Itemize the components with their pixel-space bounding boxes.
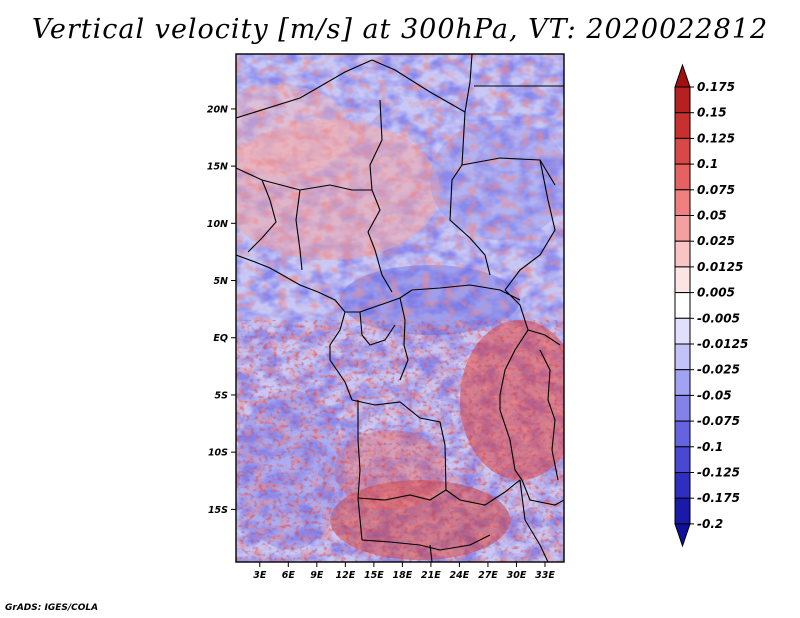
lon-label: 18E [393, 570, 413, 581]
lon-label: 21E [421, 570, 441, 581]
colorbar-label: 0.175 [697, 80, 735, 94]
colorbar-label: -0.075 [697, 414, 740, 428]
colorbar-label: -0.025 [697, 363, 740, 377]
lat-label: 5N [213, 276, 228, 287]
colorbar-swatch [674, 472, 691, 499]
colorbar-label: 0.0125 [697, 260, 743, 274]
colorbar-swatch [674, 215, 691, 242]
colorbar-label: 0.005 [697, 286, 735, 300]
lat-label: 5S [215, 390, 229, 401]
colorbar-label: 0.075 [697, 183, 735, 197]
lon-label: 24E [450, 570, 470, 581]
colorbar-label: 0.125 [697, 131, 735, 145]
colorbar-label: 0.025 [697, 234, 735, 248]
colorbar-label: -0.05 [697, 388, 732, 402]
colorbar-swatch [674, 137, 691, 165]
lat-label: 15N [207, 162, 228, 173]
colorbar-swatch [674, 420, 691, 448]
colorbar-label: -0.0125 [697, 337, 748, 351]
lon-label: 27E [478, 570, 498, 581]
latitude-axis: 20N 15N 10N 5N EQ 5S 10S 15S [207, 104, 236, 516]
colorbar-swatch [674, 446, 691, 473]
colorbar-swatch [674, 112, 691, 139]
lon-label: 12E [335, 570, 355, 581]
colorbar-swatch [674, 163, 691, 191]
colorbar-swatch [674, 189, 691, 217]
colorbar-label: -0.2 [697, 517, 723, 531]
map-frame [235, 53, 565, 563]
colorbar-label: -0.005 [697, 311, 740, 325]
colorbar-label: -0.125 [697, 466, 740, 480]
lon-label: 3E [253, 570, 267, 581]
colorbar-swatch [674, 86, 691, 114]
colorbar-top-arrow [674, 63, 691, 88]
colorbar-label: 0.15 [697, 106, 727, 120]
velocity-field [236, 54, 564, 562]
colorbar-swatch [674, 266, 691, 294]
lon-label: 9E [310, 570, 324, 581]
colorbar-swatch [674, 369, 691, 396]
colorbar-swatch [674, 317, 691, 345]
lon-label: 33E [535, 570, 555, 581]
lat-label: EQ [213, 333, 228, 344]
colorbar-label: 0.1 [697, 157, 718, 171]
lon-label: 6E [282, 570, 296, 581]
lon-label: 30E [507, 570, 527, 581]
colorbar-swatch [674, 292, 691, 319]
lat-label: 15S [208, 505, 228, 516]
lat-label: 10N [207, 219, 228, 230]
colorbar-swatch [674, 497, 691, 525]
longitude-axis: 3E 6E 9E 12E 15E 18E 21E 24E 27E 30E 33E [253, 562, 555, 581]
colorbar-swatch [674, 394, 691, 422]
map-title: Vertical velocity [m/s] at 300hPa, VT: 2… [31, 14, 769, 45]
colorbar-label: 0.05 [697, 209, 727, 223]
colorbar-label: -0.175 [697, 491, 740, 505]
lon-label: 15E [364, 570, 384, 581]
country-borders [236, 54, 564, 562]
colorbar-bottom-arrow [674, 523, 691, 548]
colorbar-swatch [674, 343, 691, 371]
colorbar-swatch [674, 240, 691, 268]
colorbar: 0.175 0.15 0.125 0.1 0.075 0.05 0.025 0.0125 0.0… [674, 63, 748, 548]
footer-credit: GrADS: IGES/COLA [5, 603, 99, 613]
colorbar-label: -0.1 [697, 440, 723, 454]
lat-label: 20N [207, 104, 228, 115]
lat-label: 10S [208, 448, 228, 459]
